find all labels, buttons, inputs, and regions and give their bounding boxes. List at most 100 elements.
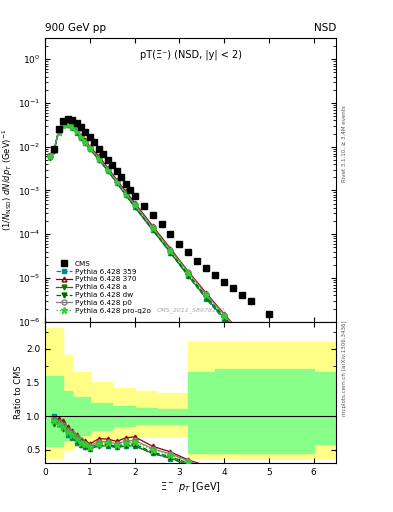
CMS <box>132 193 137 199</box>
Pythia 6.428 a <box>204 295 209 301</box>
CMS <box>101 151 106 157</box>
Pythia 6.428 359 <box>47 154 52 160</box>
Pythia 6.428 pro-q2o <box>105 166 110 173</box>
Pythia 6.428 pro-q2o <box>289 384 294 390</box>
Pythia 6.428 359 <box>79 135 83 141</box>
Pythia 6.428 a <box>222 315 226 322</box>
Pythia 6.428 370 <box>289 384 294 390</box>
Pythia 6.428 359 <box>222 317 226 323</box>
Pythia 6.428 pro-q2o <box>186 270 191 276</box>
Pythia 6.428 359 <box>65 122 70 129</box>
Pythia 6.428 p0 <box>70 123 74 129</box>
Pythia 6.428 p0 <box>132 201 137 207</box>
Pythia 6.428 a <box>97 157 101 163</box>
Pythia 6.428 dw <box>88 145 92 152</box>
CMS <box>141 203 146 209</box>
Pythia 6.428 370 <box>222 311 226 317</box>
Pythia 6.428 pro-q2o <box>61 121 66 127</box>
Pythia 6.428 359 <box>74 130 79 136</box>
Pythia 6.428 a <box>132 204 137 210</box>
Pythia 6.428 370 <box>65 119 70 125</box>
Pythia 6.428 p0 <box>79 133 83 139</box>
Pythia 6.428 a <box>105 168 110 174</box>
CMS <box>266 311 271 317</box>
Pythia 6.428 p0 <box>186 269 191 275</box>
Pythia 6.428 a <box>52 148 57 154</box>
Pythia 6.428 pro-q2o <box>79 134 83 140</box>
Pythia 6.428 a <box>56 129 61 135</box>
CMS <box>249 298 253 304</box>
Pythia 6.428 370 <box>186 268 191 274</box>
Y-axis label: Ratio to CMS: Ratio to CMS <box>14 366 23 419</box>
Pythia 6.428 p0 <box>222 312 226 318</box>
Pythia 6.428 a <box>74 129 79 135</box>
Pythia 6.428 dw <box>204 293 209 300</box>
Pythia 6.428 p0 <box>61 121 66 127</box>
Pythia 6.428 dw <box>132 203 137 209</box>
Pythia 6.428 359 <box>70 125 74 131</box>
Pythia 6.428 359 <box>311 412 316 418</box>
Pythia 6.428 p0 <box>311 406 316 412</box>
Legend: CMS, Pythia 6.428 359, Pythia 6.428 370, Pythia 6.428 a, Pythia 6.428 dw, Pythia: CMS, Pythia 6.428 359, Pythia 6.428 370,… <box>55 259 152 315</box>
Pythia 6.428 a <box>186 273 191 279</box>
Pythia 6.428 pro-q2o <box>168 248 173 254</box>
Pythia 6.428 359 <box>88 146 92 152</box>
Pythia 6.428 pro-q2o <box>204 292 209 298</box>
CMS <box>105 157 110 163</box>
CMS <box>186 248 191 254</box>
Line: Pythia 6.428 370: Pythia 6.428 370 <box>47 120 316 412</box>
Pythia 6.428 dw <box>70 123 74 130</box>
Pythia 6.428 a <box>168 249 173 255</box>
Pythia 6.428 dw <box>105 167 110 174</box>
Pythia 6.428 a <box>114 180 119 186</box>
CMS <box>204 265 209 271</box>
Pythia 6.428 pro-q2o <box>70 123 74 130</box>
Pythia 6.428 dw <box>52 147 57 154</box>
Text: pT(Ξ⁻) (NSD, |y| < 2): pT(Ξ⁻) (NSD, |y| < 2) <box>140 50 242 60</box>
Pythia 6.428 dw <box>47 154 52 160</box>
CMS <box>123 181 128 187</box>
Pythia 6.428 pro-q2o <box>65 121 70 127</box>
Pythia 6.428 dw <box>83 139 88 145</box>
Pythia 6.428 370 <box>150 223 155 229</box>
Pythia 6.428 dw <box>266 364 271 370</box>
Pythia 6.428 dw <box>168 248 173 254</box>
CMS <box>159 221 164 227</box>
Pythia 6.428 dw <box>222 314 226 320</box>
Pythia 6.428 p0 <box>114 178 119 184</box>
Pythia 6.428 dw <box>74 128 79 134</box>
Pythia 6.428 p0 <box>289 383 294 390</box>
CMS <box>240 292 244 298</box>
CMS <box>97 146 101 152</box>
Pythia 6.428 p0 <box>83 139 88 145</box>
Pythia 6.428 359 <box>83 140 88 146</box>
Pythia 6.428 370 <box>83 137 88 143</box>
Pythia 6.428 p0 <box>52 146 57 152</box>
Pythia 6.428 359 <box>52 146 57 152</box>
Pythia 6.428 p0 <box>204 291 209 297</box>
CMS <box>213 271 218 278</box>
Pythia 6.428 370 <box>114 177 119 183</box>
Pythia 6.428 370 <box>105 165 110 171</box>
Pythia 6.428 dw <box>114 179 119 185</box>
Text: mcplots.cern.ch [arXiv:1306.3436]: mcplots.cern.ch [arXiv:1306.3436] <box>342 321 347 416</box>
Pythia 6.428 370 <box>79 133 83 139</box>
Pythia 6.428 359 <box>97 157 101 163</box>
Pythia 6.428 p0 <box>56 128 61 134</box>
Text: Rivet 3.1.10, ≥ 3.4M events: Rivet 3.1.10, ≥ 3.4M events <box>342 105 347 182</box>
CMS <box>70 117 74 123</box>
CMS <box>83 129 88 135</box>
Pythia 6.428 359 <box>61 121 66 127</box>
Pythia 6.428 359 <box>150 227 155 233</box>
Pythia 6.428 359 <box>105 168 110 174</box>
Pythia 6.428 dw <box>79 134 83 140</box>
CMS <box>110 162 115 168</box>
Pythia 6.428 a <box>79 135 83 141</box>
CMS <box>195 258 200 264</box>
Pythia 6.428 359 <box>114 180 119 186</box>
Pythia 6.428 359 <box>289 390 294 396</box>
CMS <box>231 285 235 291</box>
Pythia 6.428 359 <box>204 296 209 302</box>
Text: CMS_2011_S8978280: CMS_2011_S8978280 <box>156 308 225 313</box>
Pythia 6.428 370 <box>70 122 74 129</box>
